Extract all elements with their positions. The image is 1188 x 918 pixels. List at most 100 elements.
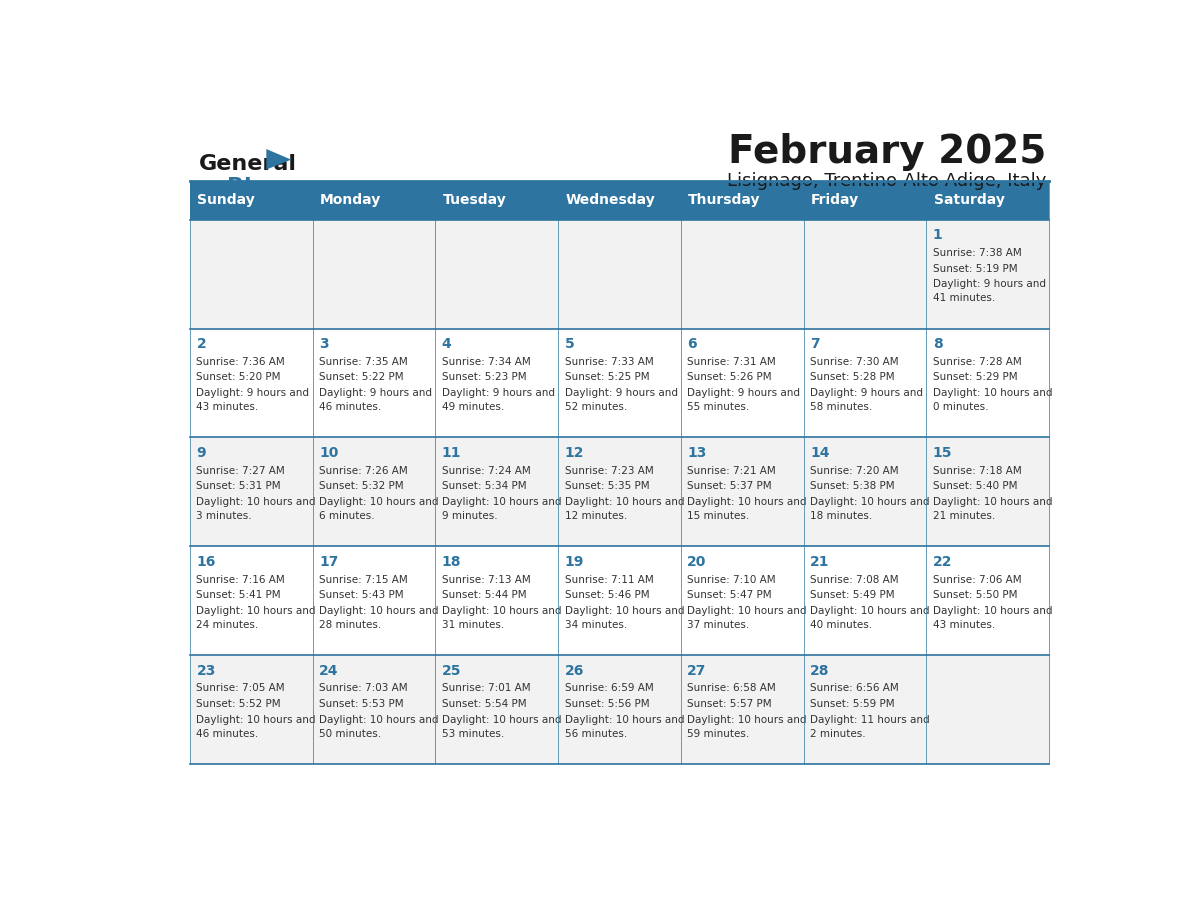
Bar xyxy=(312,438,435,546)
Bar xyxy=(312,219,435,329)
Text: Sunset: 5:43 PM: Sunset: 5:43 PM xyxy=(320,590,404,600)
Text: 5: 5 xyxy=(564,337,574,351)
Text: Thursday: Thursday xyxy=(688,194,760,207)
Bar xyxy=(190,181,312,219)
Bar xyxy=(803,546,927,655)
Text: Sunrise: 6:58 AM: Sunrise: 6:58 AM xyxy=(687,683,776,693)
Text: 24 minutes.: 24 minutes. xyxy=(196,620,259,630)
Text: Sunset: 5:50 PM: Sunset: 5:50 PM xyxy=(933,590,1017,600)
Bar xyxy=(190,219,312,329)
Text: Daylight: 9 hours and: Daylight: 9 hours and xyxy=(810,388,923,398)
Text: Sunrise: 7:13 AM: Sunrise: 7:13 AM xyxy=(442,575,531,585)
Text: Sunset: 5:23 PM: Sunset: 5:23 PM xyxy=(442,373,526,383)
Text: 9: 9 xyxy=(196,446,206,460)
Text: 46 minutes.: 46 minutes. xyxy=(320,402,381,412)
Text: 16: 16 xyxy=(196,554,216,569)
Bar xyxy=(927,181,1049,219)
Text: Sunset: 5:35 PM: Sunset: 5:35 PM xyxy=(564,481,649,491)
Text: Sunrise: 7:31 AM: Sunrise: 7:31 AM xyxy=(687,357,776,367)
Text: 27: 27 xyxy=(687,664,707,677)
Text: Daylight: 10 hours and: Daylight: 10 hours and xyxy=(687,497,807,507)
Text: 10: 10 xyxy=(320,446,339,460)
Text: Sunset: 5:19 PM: Sunset: 5:19 PM xyxy=(933,263,1017,274)
Text: 53 minutes.: 53 minutes. xyxy=(442,729,504,739)
Text: Sunset: 5:34 PM: Sunset: 5:34 PM xyxy=(442,481,526,491)
Text: Sunrise: 7:27 AM: Sunrise: 7:27 AM xyxy=(196,465,285,476)
Text: 19: 19 xyxy=(564,554,583,569)
Text: Sunset: 5:20 PM: Sunset: 5:20 PM xyxy=(196,373,280,383)
Bar xyxy=(558,329,681,438)
Text: Sunset: 5:53 PM: Sunset: 5:53 PM xyxy=(320,699,404,709)
Text: 28 minutes.: 28 minutes. xyxy=(320,620,381,630)
Text: Daylight: 10 hours and: Daylight: 10 hours and xyxy=(564,714,684,724)
Text: Sunrise: 6:59 AM: Sunrise: 6:59 AM xyxy=(564,683,653,693)
Bar xyxy=(681,181,803,219)
Text: 20: 20 xyxy=(687,554,707,569)
Bar xyxy=(803,219,927,329)
Text: Sunrise: 7:33 AM: Sunrise: 7:33 AM xyxy=(564,357,653,367)
Bar xyxy=(681,546,803,655)
Bar xyxy=(435,219,558,329)
Bar xyxy=(927,655,1049,764)
Text: 6: 6 xyxy=(687,337,697,351)
Text: Daylight: 10 hours and: Daylight: 10 hours and xyxy=(442,606,561,616)
Bar xyxy=(803,438,927,546)
Text: Tuesday: Tuesday xyxy=(443,194,506,207)
Bar xyxy=(681,438,803,546)
Text: Daylight: 10 hours and: Daylight: 10 hours and xyxy=(933,497,1053,507)
Text: Sunrise: 7:36 AM: Sunrise: 7:36 AM xyxy=(196,357,285,367)
Text: Daylight: 10 hours and: Daylight: 10 hours and xyxy=(196,606,316,616)
Text: 50 minutes.: 50 minutes. xyxy=(320,729,381,739)
Text: 34 minutes.: 34 minutes. xyxy=(564,620,627,630)
Bar xyxy=(681,655,803,764)
Bar xyxy=(927,219,1049,329)
Text: Sunrise: 7:06 AM: Sunrise: 7:06 AM xyxy=(933,575,1022,585)
Text: 37 minutes.: 37 minutes. xyxy=(687,620,750,630)
Text: Sunrise: 7:35 AM: Sunrise: 7:35 AM xyxy=(320,357,407,367)
Text: 15 minutes.: 15 minutes. xyxy=(687,511,750,521)
Bar xyxy=(681,219,803,329)
Text: Sunrise: 7:26 AM: Sunrise: 7:26 AM xyxy=(320,465,407,476)
Text: 59 minutes.: 59 minutes. xyxy=(687,729,750,739)
Text: 55 minutes.: 55 minutes. xyxy=(687,402,750,412)
Text: General: General xyxy=(200,154,297,174)
Text: 17: 17 xyxy=(320,554,339,569)
Text: 26: 26 xyxy=(564,664,583,677)
Bar xyxy=(558,546,681,655)
Text: 46 minutes.: 46 minutes. xyxy=(196,729,259,739)
Text: Sunrise: 7:38 AM: Sunrise: 7:38 AM xyxy=(933,248,1022,258)
Bar xyxy=(190,655,312,764)
Text: Sunset: 5:22 PM: Sunset: 5:22 PM xyxy=(320,373,404,383)
Text: Daylight: 10 hours and: Daylight: 10 hours and xyxy=(196,497,316,507)
Text: Daylight: 10 hours and: Daylight: 10 hours and xyxy=(196,714,316,724)
Text: 11: 11 xyxy=(442,446,461,460)
Text: Daylight: 10 hours and: Daylight: 10 hours and xyxy=(564,606,684,616)
Text: Sunrise: 7:03 AM: Sunrise: 7:03 AM xyxy=(320,683,407,693)
Bar xyxy=(558,655,681,764)
Text: Sunset: 5:59 PM: Sunset: 5:59 PM xyxy=(810,699,895,709)
Bar xyxy=(927,546,1049,655)
Text: 1: 1 xyxy=(933,229,942,242)
Text: Friday: Friday xyxy=(811,194,859,207)
Text: 41 minutes.: 41 minutes. xyxy=(933,293,994,303)
Text: 52 minutes.: 52 minutes. xyxy=(564,402,627,412)
Text: Sunrise: 7:16 AM: Sunrise: 7:16 AM xyxy=(196,575,285,585)
Text: Sunrise: 7:08 AM: Sunrise: 7:08 AM xyxy=(810,575,898,585)
Bar xyxy=(312,655,435,764)
Text: 21 minutes.: 21 minutes. xyxy=(933,511,994,521)
Text: Sunset: 5:49 PM: Sunset: 5:49 PM xyxy=(810,590,895,600)
Text: Saturday: Saturday xyxy=(934,194,1005,207)
Text: 0 minutes.: 0 minutes. xyxy=(933,402,988,412)
Text: Sunset: 5:56 PM: Sunset: 5:56 PM xyxy=(564,699,649,709)
Text: 3 minutes.: 3 minutes. xyxy=(196,511,252,521)
Text: 15: 15 xyxy=(933,446,952,460)
Bar xyxy=(312,546,435,655)
Text: Daylight: 10 hours and: Daylight: 10 hours and xyxy=(320,606,438,616)
Text: Sunrise: 7:10 AM: Sunrise: 7:10 AM xyxy=(687,575,776,585)
Text: Blue: Blue xyxy=(227,177,283,197)
Bar xyxy=(190,546,312,655)
Text: 12 minutes.: 12 minutes. xyxy=(564,511,627,521)
Text: Sunrise: 7:15 AM: Sunrise: 7:15 AM xyxy=(320,575,407,585)
Text: Sunrise: 7:21 AM: Sunrise: 7:21 AM xyxy=(687,465,776,476)
Text: Sunrise: 7:20 AM: Sunrise: 7:20 AM xyxy=(810,465,898,476)
